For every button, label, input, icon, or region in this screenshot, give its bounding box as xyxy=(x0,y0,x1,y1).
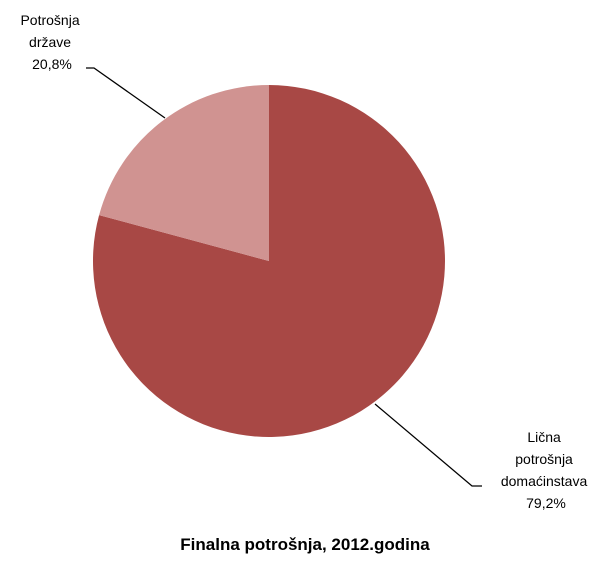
pie-slices xyxy=(92,84,445,437)
data-label-household-value: 79,2% xyxy=(526,495,566,511)
data-label-household: Lična potrošnja domaćinstava 79,2% xyxy=(501,429,591,511)
leader-line-government xyxy=(86,67,166,119)
leader-line-household xyxy=(374,403,482,487)
leader-lines xyxy=(86,67,482,487)
data-label-household-line-1: Lična xyxy=(527,429,561,445)
data-labels: Lična potrošnja domaćinstava 79,2% Potro… xyxy=(20,12,591,511)
pie-slice-government xyxy=(99,84,269,261)
data-label-government-line-1: Potrošnja xyxy=(20,12,79,28)
data-label-household-line-3: domaćinstava xyxy=(501,473,588,489)
data-label-government-line-2: države xyxy=(29,34,71,50)
pie-slice-household xyxy=(92,85,445,437)
data-label-government-value: 20,8% xyxy=(32,56,72,72)
data-label-government: Potrošnja države 20,8% xyxy=(20,12,83,72)
chart-title: Finalna potrošnja, 2012.godina xyxy=(180,535,430,554)
data-label-household-line-2: potrošnja xyxy=(515,451,573,467)
